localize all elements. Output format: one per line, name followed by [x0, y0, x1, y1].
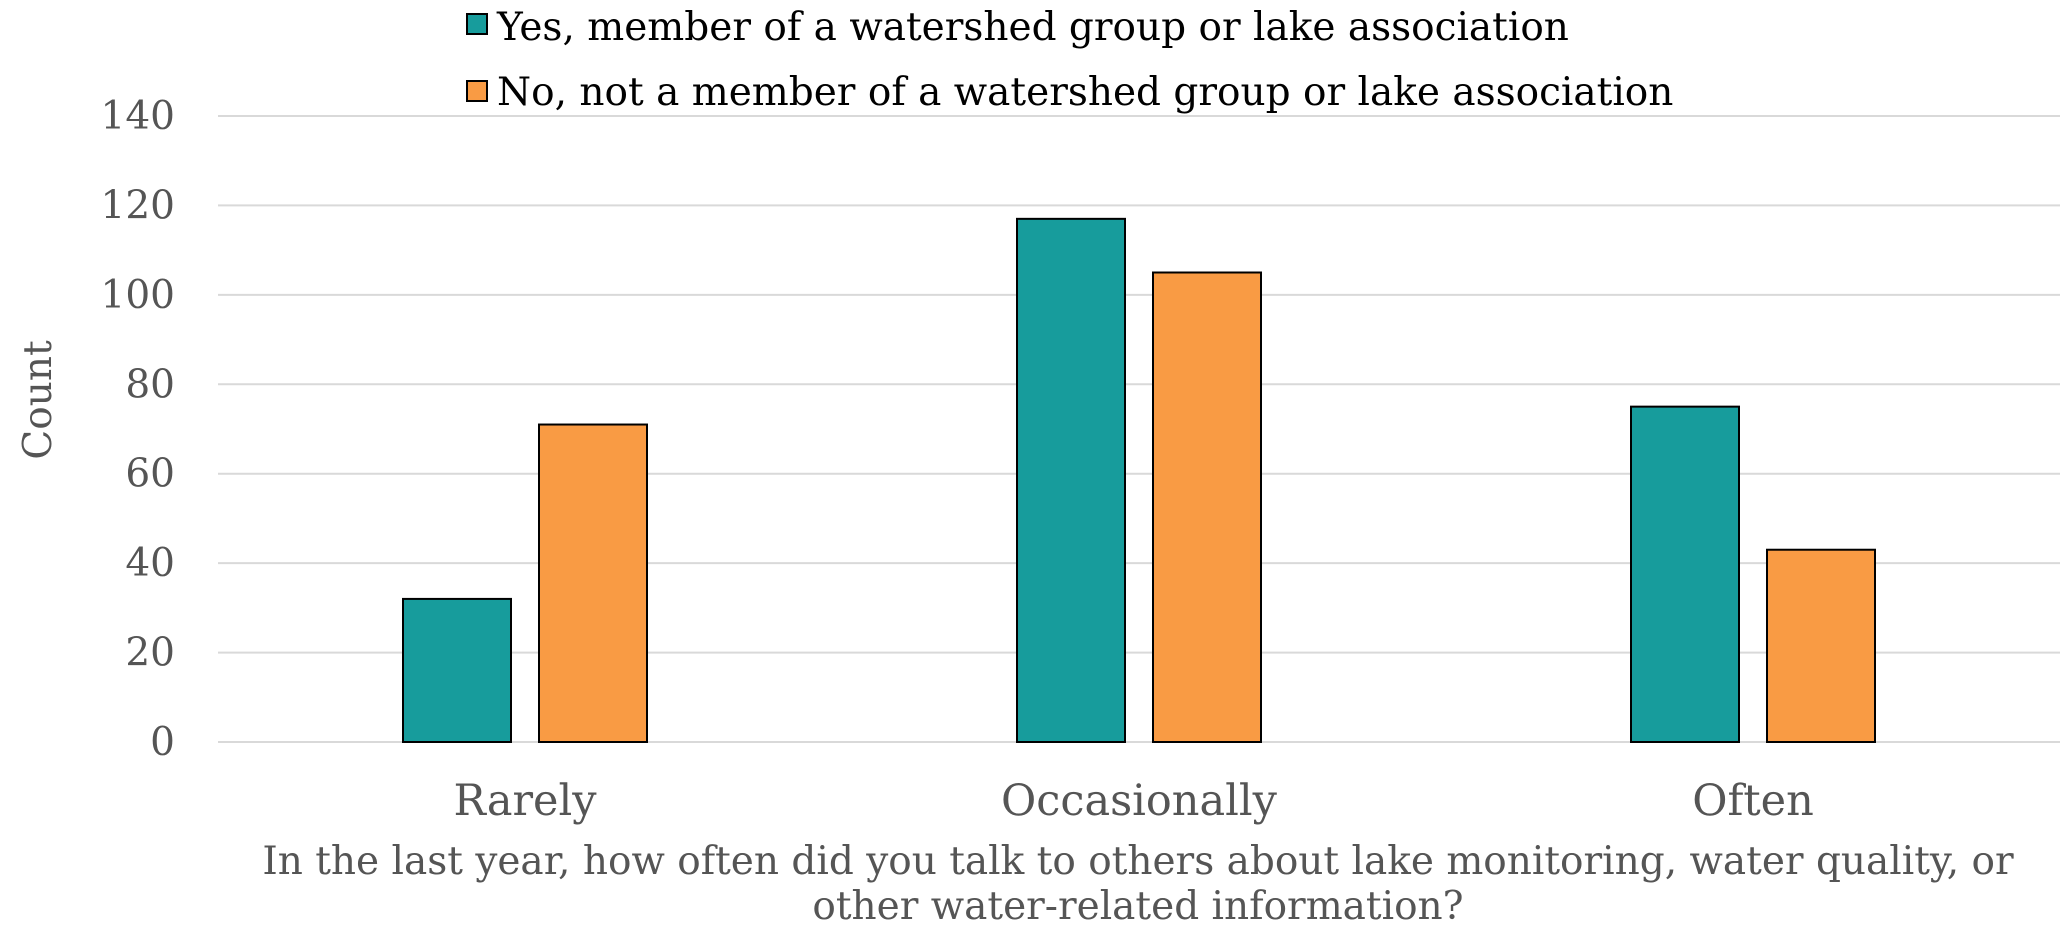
y-tick-label: 120: [101, 183, 175, 228]
bar-rarely-yes: [402, 597, 512, 744]
y-tick-label: 140: [101, 94, 175, 139]
y-tick-label: 100: [101, 273, 175, 318]
bar-occasionally-no: [1152, 271, 1262, 743]
legend-label-no: No, not a member of a watershed group or…: [497, 70, 1673, 115]
x-axis-title-line-2: other water-related information?: [812, 884, 1463, 926]
x-category-label: Often: [1692, 776, 1814, 826]
y-tick-label: 60: [125, 452, 175, 497]
legend-swatch-yes: [466, 13, 488, 35]
x-category-label: Rarely: [453, 776, 597, 826]
bar-often-yes: [1630, 405, 1740, 743]
legend-swatch-no: [466, 80, 488, 102]
legend: Yes, member of a watershed group or lake…: [466, 5, 1673, 115]
y-tick-label: 20: [125, 631, 175, 676]
x-category-label: Occasionally: [1001, 776, 1278, 826]
bar-rarely-no: [538, 423, 648, 743]
y-axis-ticks: 0 20 40 60 80 100 120 140: [101, 94, 175, 765]
y-tick-label: 0: [150, 720, 175, 765]
y-tick-label: 40: [125, 541, 175, 586]
legend-label-yes: Yes, member of a watershed group or lake…: [496, 5, 1569, 50]
x-axis-categories: Rarely Occasionally Often: [453, 776, 1813, 826]
x-axis-title-line-1: In the last year, how often did you talk…: [262, 839, 2014, 884]
y-axis-title: Count: [16, 340, 61, 460]
gridlines: [218, 115, 2060, 743]
bar-occasionally-yes: [1016, 217, 1126, 744]
bar-often-no: [1766, 548, 1876, 743]
bars: [402, 217, 1876, 744]
y-tick-label: 80: [125, 362, 175, 407]
